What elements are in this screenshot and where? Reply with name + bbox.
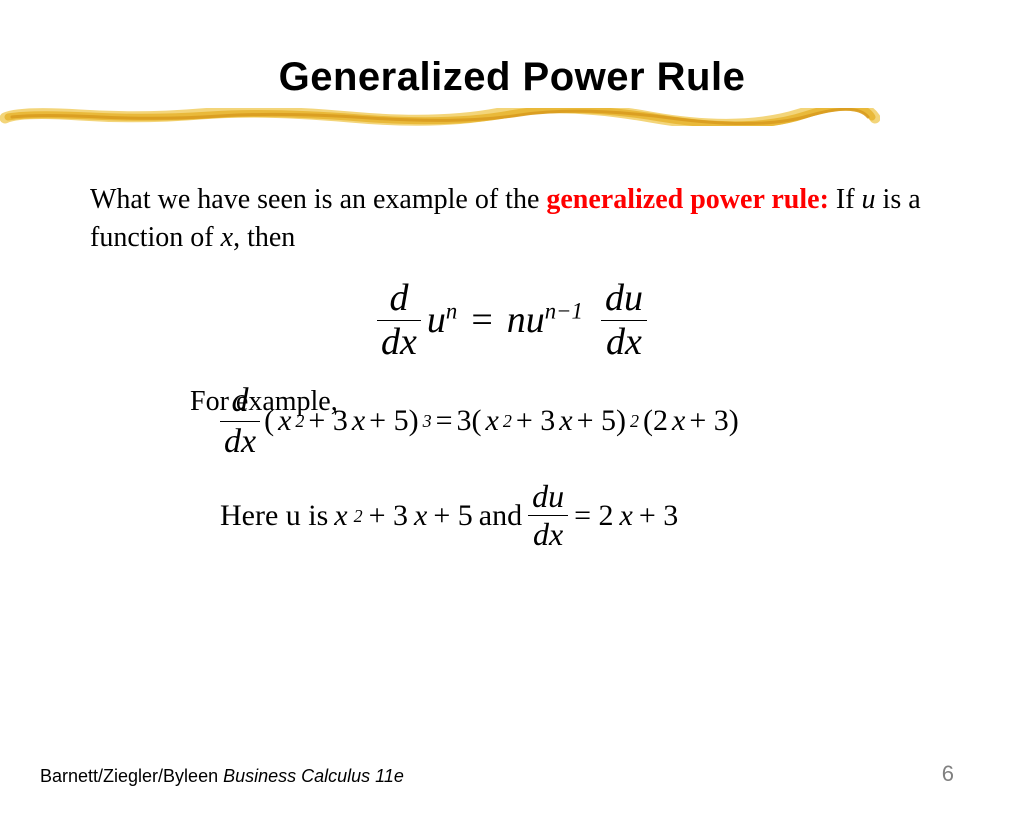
du-dx-fraction: du dx [601, 279, 647, 364]
intro-highlight: generalized power rule: [546, 184, 829, 215]
intro-prefix: What we have seen is an example of the [90, 184, 546, 215]
sup-n-1: n−1 [545, 299, 583, 324]
frac-d: d [377, 279, 421, 322]
for-example-label: For example, [190, 383, 338, 421]
d-dx-fraction: d dx [377, 279, 421, 364]
nu-term: nun−1 [507, 295, 583, 346]
u-term: un [427, 295, 457, 346]
equals: = [471, 295, 492, 346]
frac-dx-2: dx [601, 321, 647, 363]
title-underline-brush [0, 108, 880, 126]
page-number: 6 [942, 761, 954, 787]
frac-du: du [601, 279, 647, 322]
intro-x: x [221, 222, 233, 253]
footer-book: Business Calculus 11e [223, 766, 404, 786]
here-u-line: Here u is x2 + 3x + 5 and du dx = 2x + 3 [220, 480, 934, 552]
footer-authors: Barnett/Ziegler/Byleen [40, 766, 223, 786]
intro-u: u [862, 184, 876, 215]
frac-dx: dx [377, 321, 421, 363]
slide: Generalized Power Rule What we have seen… [0, 55, 1024, 822]
main-formula: d dx un = nun−1 du dx [90, 279, 934, 364]
here-du-dx: du dx [528, 480, 568, 552]
intro-suffix-3: , then [233, 222, 295, 253]
content-area: What we have seen is an example of the g… [0, 131, 1024, 552]
intro-paragraph: What we have seen is an example of the g… [90, 181, 934, 257]
footer-attribution: Barnett/Ziegler/Byleen Business Calculus… [40, 766, 404, 787]
intro-suffix-1: If [829, 184, 862, 215]
sup-n: n [446, 299, 457, 324]
here-prefix: Here u is [220, 496, 328, 537]
example-block: For example, d dx (x2 + 3x + 5)3 = 3(x2 … [90, 383, 934, 552]
slide-title: Generalized Power Rule [0, 55, 1024, 100]
